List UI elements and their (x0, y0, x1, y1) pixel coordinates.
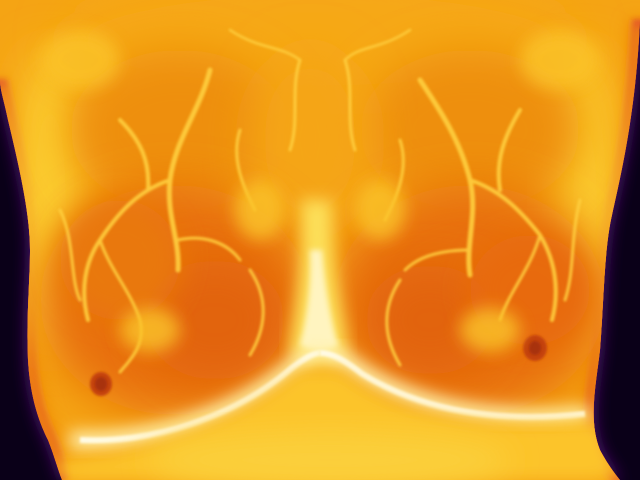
thermal-image (0, 0, 640, 480)
